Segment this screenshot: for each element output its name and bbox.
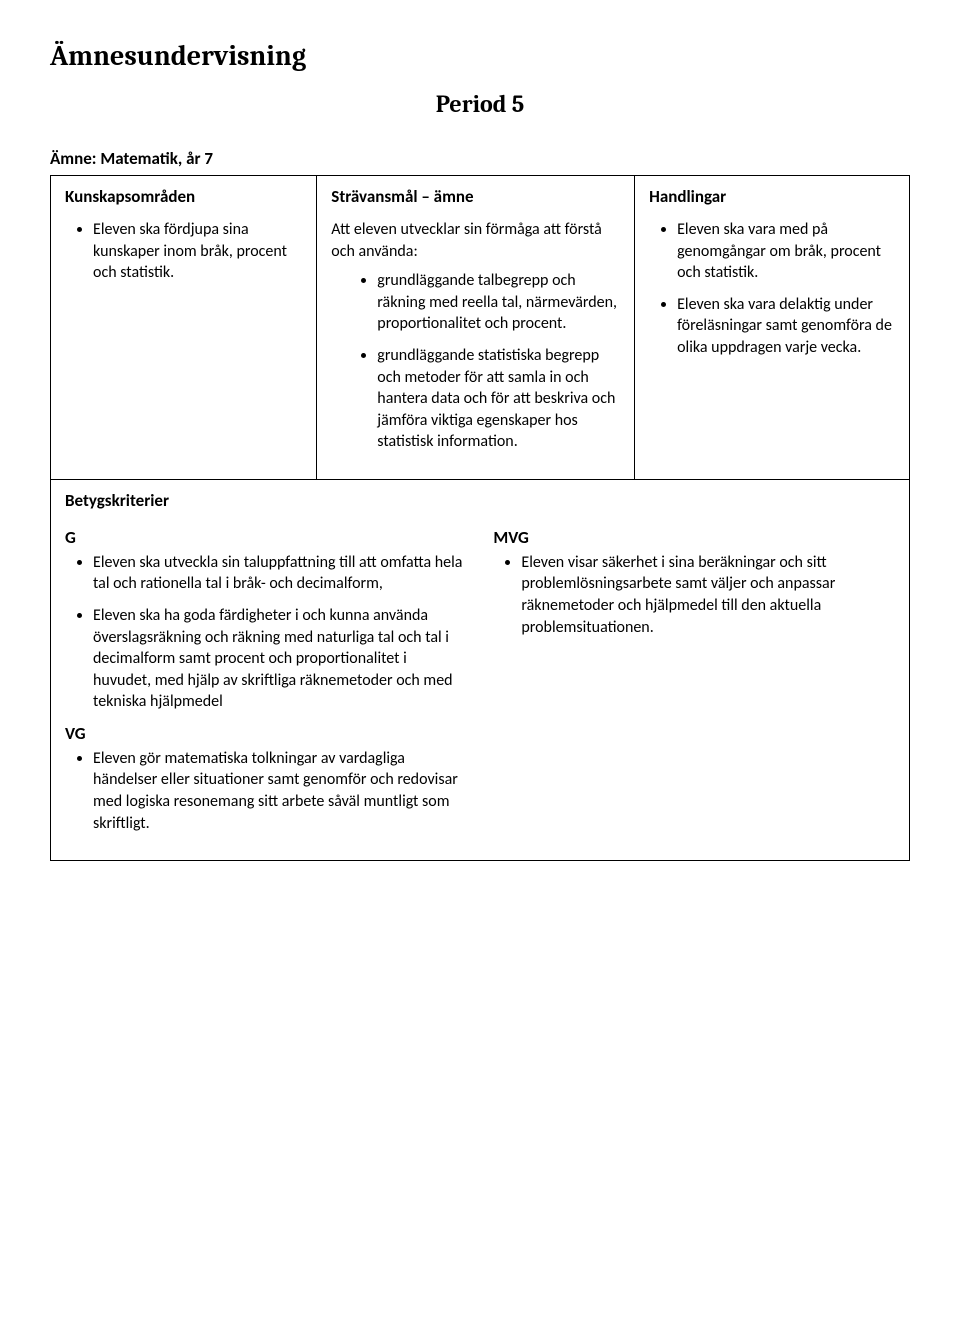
cell-betygskriterier: Betygskriterier G Eleven ska utveckla si… [51, 479, 910, 860]
grade-mvg-label: MVG [493, 527, 895, 550]
list-item: Eleven visar säkerhet i sina beräkningar… [521, 552, 895, 638]
period-heading: Period 5 [50, 90, 910, 118]
criteria-right-column: MVG Eleven visar säkerhet i sina beräkni… [493, 523, 895, 844]
cell-stravansmal: Strävansmål – ämne Att eleven utvecklar … [317, 176, 635, 480]
criteria-left-column: G Eleven ska utveckla sin taluppfattning… [65, 523, 463, 844]
heading-stravansmal: Strävansmål – ämne [331, 186, 620, 209]
list-item: grundläggande statistiska begrepp och me… [377, 345, 620, 453]
intro-stravansmal: Att eleven utvecklar sin förmåga att för… [331, 219, 620, 262]
list-stravansmal: grundläggande talbegrepp och räkning med… [331, 270, 620, 453]
list-item: Eleven ska vara med på genomgångar om br… [677, 219, 895, 284]
cell-handlingar: Handlingar Eleven ska vara med på genomg… [635, 176, 910, 480]
heading-handlingar: Handlingar [649, 186, 895, 209]
subject-line: Ämne: Matematik, år 7 [50, 148, 910, 169]
list-item: Eleven ska ha goda färdigheter i och kun… [93, 605, 463, 713]
list-item: Eleven ska vara delaktig under föreläsni… [677, 294, 895, 359]
list-item: Eleven gör matematiska tolkningar av var… [93, 748, 463, 834]
list-g: Eleven ska utveckla sin taluppfattning t… [65, 552, 463, 713]
cell-kunskapsomraden: Kunskapsområden Eleven ska fördjupa sina… [51, 176, 317, 480]
grade-vg-label: VG [65, 723, 463, 746]
page-title: Ämnesundervisning [50, 40, 910, 72]
list-mvg: Eleven visar säkerhet i sina beräkningar… [493, 552, 895, 638]
grade-g-label: G [65, 527, 463, 550]
heading-betygskriterier: Betygskriterier [65, 490, 895, 513]
list-kunskapsomraden: Eleven ska fördjupa sina kunskaper inom … [65, 219, 302, 284]
list-vg: Eleven gör matematiska tolkningar av var… [65, 748, 463, 834]
list-item: Eleven ska utveckla sin taluppfattning t… [93, 552, 463, 595]
heading-kunskapsomraden: Kunskapsområden [65, 186, 302, 209]
list-item: Eleven ska fördjupa sina kunskaper inom … [93, 219, 302, 284]
list-handlingar: Eleven ska vara med på genomgångar om br… [649, 219, 895, 359]
content-table: Kunskapsområden Eleven ska fördjupa sina… [50, 175, 910, 861]
list-item: grundläggande talbegrepp och räkning med… [377, 270, 620, 335]
